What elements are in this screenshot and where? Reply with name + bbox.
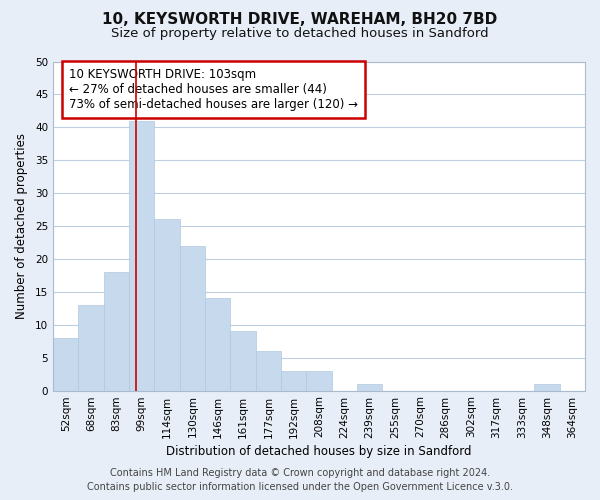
Text: Contains HM Land Registry data © Crown copyright and database right 2024.
Contai: Contains HM Land Registry data © Crown c… [87, 468, 513, 492]
Bar [154, 220, 180, 390]
Bar [256, 351, 281, 391]
Bar [230, 332, 256, 390]
Bar [357, 384, 382, 390]
X-axis label: Distribution of detached houses by size in Sandford: Distribution of detached houses by size … [166, 444, 472, 458]
Bar [205, 298, 230, 390]
Bar [307, 371, 332, 390]
Bar [180, 246, 205, 390]
Y-axis label: Number of detached properties: Number of detached properties [15, 133, 28, 319]
Bar [104, 272, 129, 390]
Bar [53, 338, 79, 390]
Bar [79, 305, 104, 390]
Text: 10, KEYSWORTH DRIVE, WAREHAM, BH20 7BD: 10, KEYSWORTH DRIVE, WAREHAM, BH20 7BD [103, 12, 497, 28]
Text: 10 KEYSWORTH DRIVE: 103sqm
← 27% of detached houses are smaller (44)
73% of semi: 10 KEYSWORTH DRIVE: 103sqm ← 27% of deta… [69, 68, 358, 111]
Bar [129, 120, 154, 390]
Bar [535, 384, 560, 390]
Text: Size of property relative to detached houses in Sandford: Size of property relative to detached ho… [111, 28, 489, 40]
Bar [281, 371, 307, 390]
